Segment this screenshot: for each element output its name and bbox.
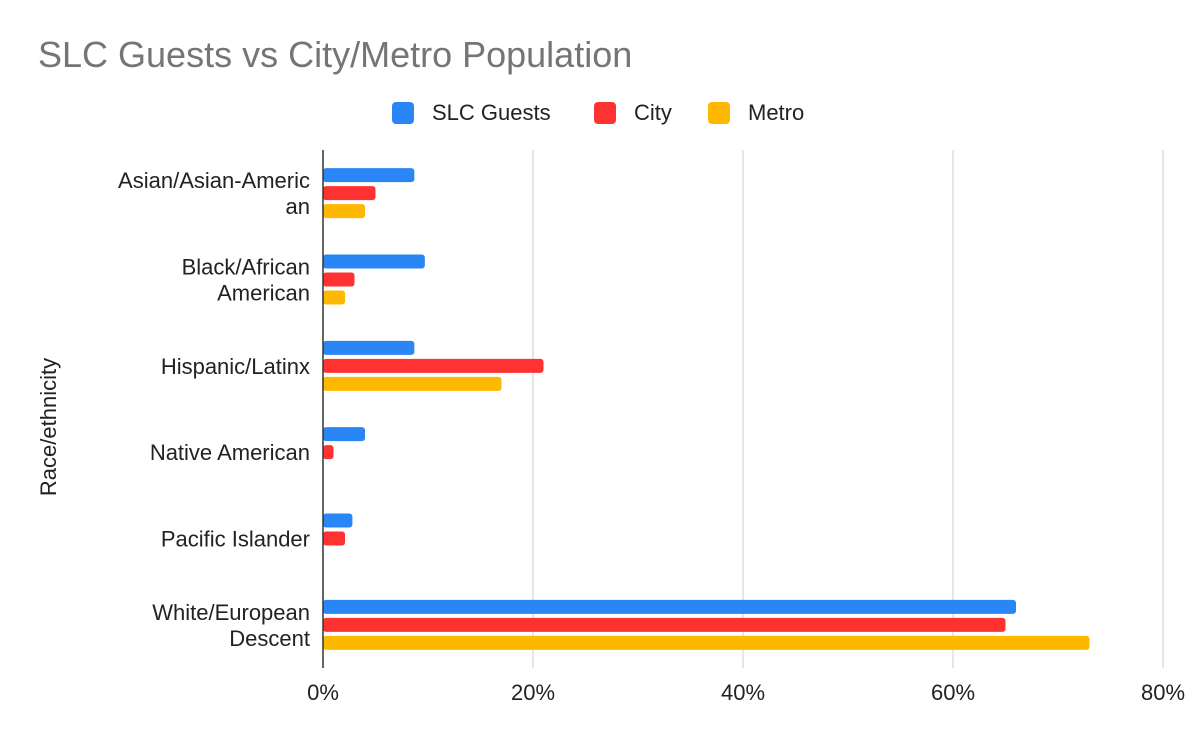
x-tick-label-2: 40% bbox=[721, 680, 765, 705]
bar-metro-5 bbox=[323, 635, 1090, 650]
bar-metro-1 bbox=[323, 290, 346, 305]
x-tick-label-3: 60% bbox=[931, 680, 975, 705]
legend-item-city: City bbox=[594, 98, 672, 128]
y-axis-title: Race/ethnicity bbox=[36, 358, 61, 496]
legend: SLC Guests City Metro bbox=[0, 98, 1200, 128]
category-label-0-line-1: an bbox=[286, 194, 310, 219]
category-label-5-line-1: Descent bbox=[229, 626, 310, 651]
bar-slc-guests-1 bbox=[323, 254, 425, 269]
bar-city-1 bbox=[323, 272, 355, 287]
chart-title: SLC Guests vs City/Metro Population bbox=[38, 34, 633, 75]
x-tick-label-1: 20% bbox=[511, 680, 555, 705]
bar-slc-guests-3 bbox=[323, 427, 365, 442]
category-label-1-line-0: Black/African bbox=[182, 255, 310, 280]
legend-item-metro: Metro bbox=[708, 98, 804, 128]
bar-metro-0 bbox=[323, 204, 365, 219]
x-tick-label-0: 0% bbox=[307, 680, 339, 705]
category-label-4-line-0: Pacific Islander bbox=[161, 527, 310, 552]
category-label-2-line-0: Hispanic/Latinx bbox=[161, 354, 310, 379]
bar-slc-guests-2 bbox=[323, 340, 415, 355]
category-label-3-line-0: Native American bbox=[150, 440, 310, 465]
x-tick-label-4: 80% bbox=[1141, 680, 1185, 705]
legend-swatch-slc-guests bbox=[392, 102, 414, 124]
bar-slc-guests-4 bbox=[323, 513, 353, 528]
legend-swatch-metro bbox=[708, 102, 730, 124]
bar-slc-guests-0 bbox=[323, 168, 415, 183]
category-label-1-line-1: American bbox=[217, 281, 310, 306]
category-label-0-line-0: Asian/Asian-Americ bbox=[118, 168, 310, 193]
legend-label-metro: Metro bbox=[748, 100, 805, 125]
legend-swatch-city bbox=[594, 102, 616, 124]
bar-city-4 bbox=[323, 531, 346, 546]
bar-city-3 bbox=[323, 445, 334, 460]
bar-city-5 bbox=[323, 617, 1006, 632]
legend-label-slc-guests: SLC Guests bbox=[432, 100, 551, 125]
legend-label-city: City bbox=[634, 100, 672, 125]
bar-city-2 bbox=[323, 358, 544, 373]
category-label-5-line-0: White/European bbox=[152, 600, 310, 625]
legend-item-slc-guests: SLC Guests bbox=[392, 98, 551, 128]
bar-city-0 bbox=[323, 186, 376, 201]
bar-slc-guests-5 bbox=[323, 599, 1016, 614]
bar-metro-2 bbox=[323, 376, 502, 391]
